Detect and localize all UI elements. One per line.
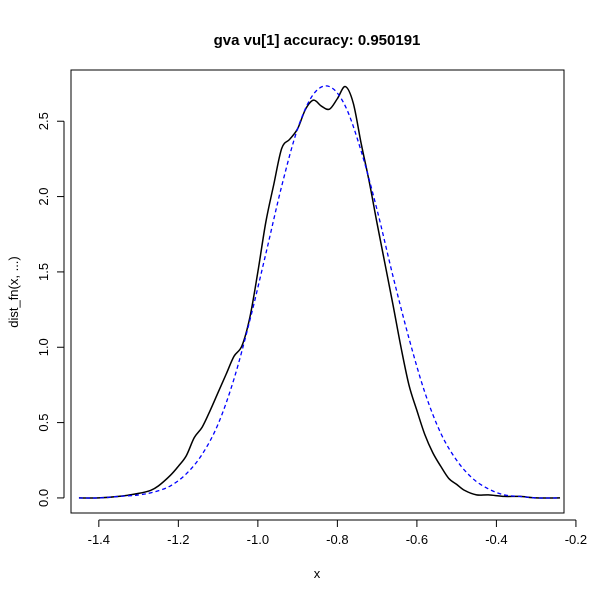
x-tick-label: -1.0 [247,532,269,547]
y-tick-label: 2.0 [36,188,51,206]
x-tick-label: -0.2 [565,532,587,547]
plot-frame [70,69,565,514]
solid-density-curve [78,85,561,499]
y-tick-label: 1.5 [36,263,51,281]
y-axis: 0.0 0.5 1.0 1.5 2.0 2.5 [36,112,65,507]
y-tick-label: 0.0 [36,489,51,507]
y-tick-label: 1.0 [36,338,51,356]
y-tick-label: 0.5 [36,414,51,432]
x-tick-label: -0.4 [485,532,507,547]
x-tick-label: -0.6 [406,532,428,547]
series-layer [78,85,561,499]
chart-title: gva vu[1] accuracy: 0.950191 [214,32,421,49]
y-axis-label: dist_fn(x, ...) [6,256,21,328]
x-axis: -1.4 -1.2 -1.0 -0.8 -0.6 -0.4 -0.2 [88,519,587,547]
x-tick-label: -0.8 [326,532,348,547]
x-axis-label: x [314,566,321,581]
x-tick-label: -1.2 [167,532,189,547]
dashed-density-curve [78,85,561,499]
y-tick-label: 2.5 [36,112,51,130]
x-tick-label: -1.4 [88,532,110,547]
